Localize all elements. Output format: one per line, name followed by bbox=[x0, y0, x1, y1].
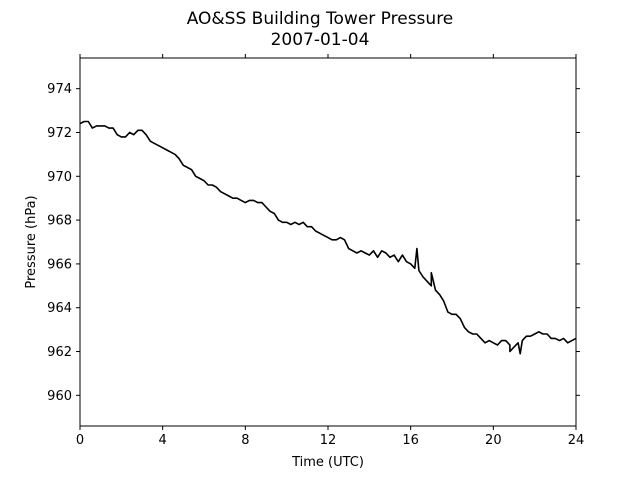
y-axis-label: Pressure (hPa) bbox=[24, 195, 39, 288]
x-tick-label: 16 bbox=[402, 433, 419, 448]
y-tick-label: 968 bbox=[47, 214, 72, 229]
plot-area: 0 4 8 12 16 20 24 960 962 964 966 968 970 972 974 bbox=[47, 54, 584, 448]
y-tick-label: 962 bbox=[47, 345, 72, 360]
y-tick-label: 966 bbox=[47, 257, 72, 272]
x-tick-label: 8 bbox=[241, 433, 249, 448]
y-tick-label: 964 bbox=[47, 301, 72, 316]
x-tick-label: 4 bbox=[159, 433, 167, 448]
y-tick-label: 960 bbox=[47, 389, 72, 404]
chart-title: AO&SS Building Tower Pressure bbox=[187, 9, 454, 29]
y-tick-label: 970 bbox=[47, 170, 72, 185]
x-tick-label: 20 bbox=[485, 433, 502, 448]
x-axis-label: Time (UTC) bbox=[291, 455, 364, 470]
x-tick-label: 24 bbox=[568, 433, 585, 448]
x-tick-label: 12 bbox=[320, 433, 337, 448]
y-tick-label: 974 bbox=[47, 82, 72, 97]
chart-subtitle: 2007-01-04 bbox=[271, 30, 370, 50]
y-tick-label: 972 bbox=[47, 126, 72, 141]
series-line bbox=[79, 120, 577, 355]
x-tick-label: 0 bbox=[76, 433, 84, 448]
